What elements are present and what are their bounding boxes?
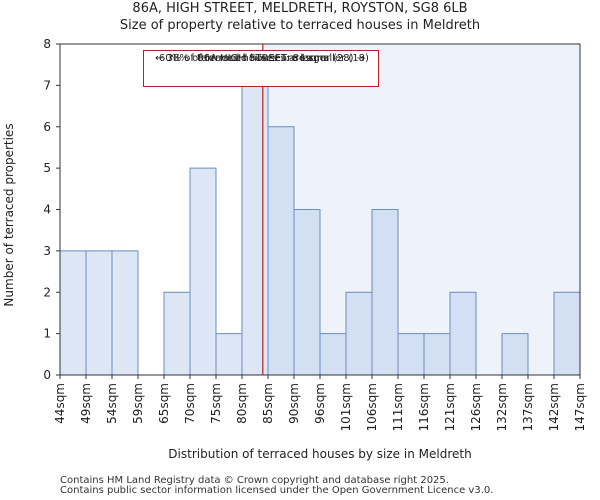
x-tick-label: 65sqm <box>157 383 171 424</box>
x-tick-label: 137sqm <box>521 383 535 431</box>
x-tick-label: 75sqm <box>209 383 223 424</box>
bar-121sqm <box>449 291 477 376</box>
x-axis-label: Distribution of terraced houses by size … <box>168 447 471 461</box>
y-axis-label: Number of terraced properties <box>2 123 16 306</box>
annotation-title: 86A HIGH STREET: 84sqm <box>197 53 327 64</box>
bar-101sqm <box>345 291 373 376</box>
bar-44sqm <box>59 250 87 376</box>
bar-96sqm <box>319 333 347 376</box>
x-tick-label: 121sqm <box>443 383 457 431</box>
x-tick-label: 59sqm <box>131 383 145 424</box>
y-tick-label: 5 <box>43 161 51 175</box>
bar-85sqm <box>267 126 295 376</box>
bar-70sqm <box>189 167 217 376</box>
bar-49sqm <box>85 250 113 376</box>
bar-116sqm <box>423 333 451 376</box>
bar-80sqm <box>241 84 269 376</box>
y-tick-label: 4 <box>43 203 51 217</box>
x-tick-label: 54sqm <box>105 383 119 424</box>
x-tick-label: 111sqm <box>391 383 405 431</box>
x-tick-label: 44sqm <box>53 383 67 424</box>
footer-licence: Contains public sector information licen… <box>60 485 494 496</box>
bar-75sqm <box>215 333 243 376</box>
x-tick-label: 142sqm <box>547 383 561 431</box>
x-tick-label: 101sqm <box>339 383 353 431</box>
chart-subtitle: Size of property relative to terraced ho… <box>119 18 481 33</box>
y-tick-label: 6 <box>43 120 51 134</box>
annotation-smaller: ← 38% of terraced houses are smaller (18… <box>155 53 369 64</box>
bar-132sqm <box>501 333 529 376</box>
bar-90sqm <box>293 209 321 376</box>
property-annotation-box: 86A HIGH STREET: 84sqm ← 38% of terraced… <box>143 50 379 87</box>
x-tick-label: 126sqm <box>469 383 483 431</box>
histogram-chart: 0 1 2 3 4 5 6 7 8 44sqm 49sqm 54sqm 59sqm 65sqm 70sqm… <box>2 37 587 461</box>
y-tick-label: 1 <box>43 327 51 341</box>
bar-142sqm <box>553 291 581 376</box>
x-tick-label: 70sqm <box>183 383 197 424</box>
bar-106sqm <box>371 209 399 376</box>
x-tick-label: 85sqm <box>261 383 275 424</box>
y-tick-label: 2 <box>43 285 51 299</box>
bar-54sqm <box>111 250 139 376</box>
x-tick-label: 147sqm <box>573 383 587 431</box>
y-tick-label: 3 <box>43 244 51 258</box>
footer-copyright: Contains HM Land Registry data © Crown c… <box>60 475 449 486</box>
y-tick-label: 7 <box>43 78 51 92</box>
y-tick-label: 8 <box>43 37 51 51</box>
x-tick-label: 116sqm <box>417 383 431 431</box>
annotation-larger: 60% of terraced houses are larger (28) → <box>158 53 366 64</box>
x-tick-label: 90sqm <box>287 383 301 424</box>
x-tick-label: 106sqm <box>365 383 379 431</box>
x-tick-label: 49sqm <box>79 383 93 424</box>
x-tick-label: 96sqm <box>313 383 327 424</box>
y-tick-label: 0 <box>43 368 51 382</box>
bar-111sqm <box>397 333 425 376</box>
x-tick-label: 132sqm <box>495 383 509 431</box>
chart-title: 86A, HIGH STREET, MELDRETH, ROYSTON, SG8… <box>132 1 468 16</box>
x-tick-label: 80sqm <box>235 383 249 424</box>
bar-65sqm <box>163 291 191 376</box>
